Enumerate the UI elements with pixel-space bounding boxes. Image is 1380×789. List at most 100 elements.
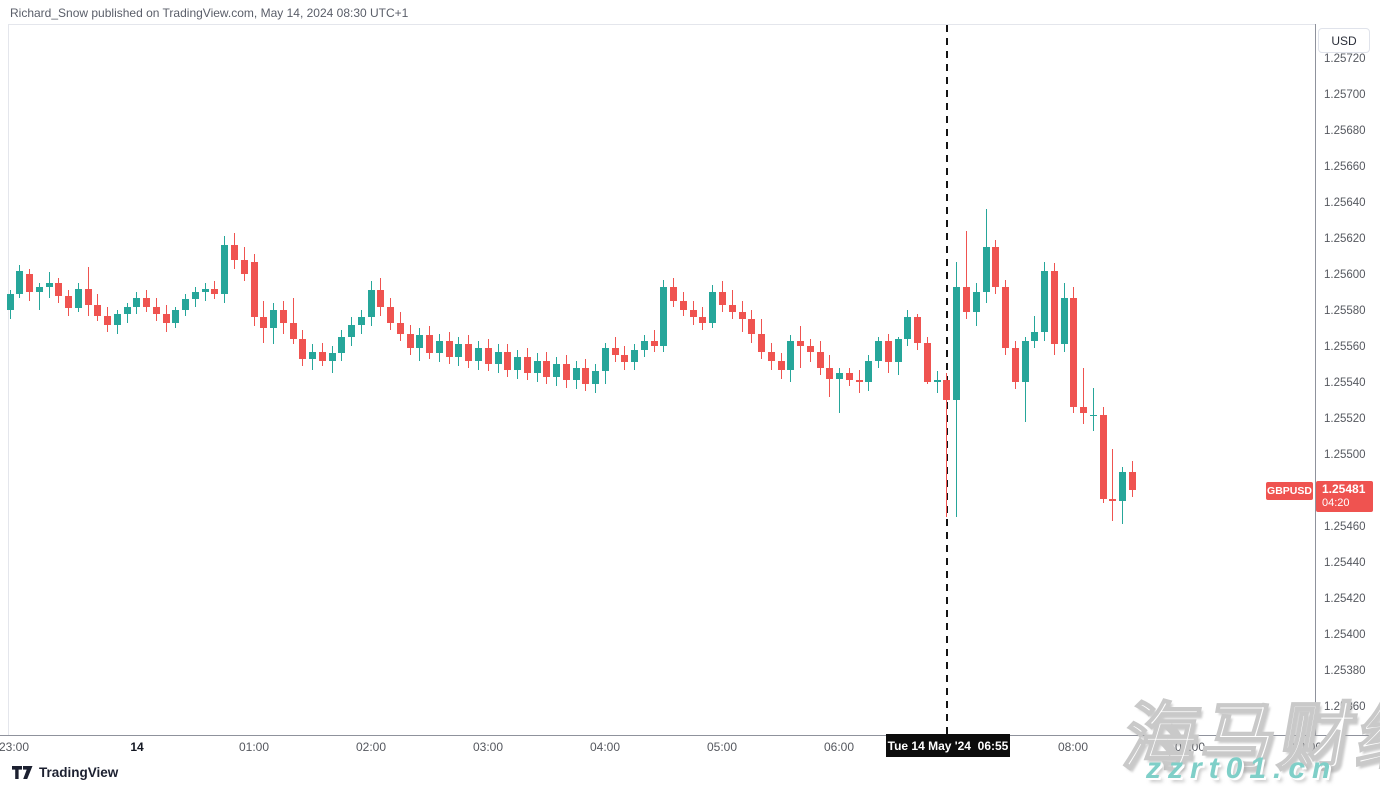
price-axis-tick: 1.25640 [1324,197,1366,209]
candle-body [709,292,717,323]
time-axis-tick: 01:00 [238,740,270,754]
candle-body [55,283,63,296]
candle-body [1031,331,1039,341]
candle-body [1011,348,1019,383]
time-axis-tick: 04:00 [589,740,621,754]
candle-body [16,270,24,294]
candle-body [1089,414,1097,417]
candle-body [435,340,443,354]
price-axis-tick: 1.25500 [1324,449,1366,461]
footer-bar: TradingView [0,757,1380,789]
bar-countdown: 04:20 [1322,497,1350,509]
candle-body [787,340,795,370]
candle-body [660,286,668,347]
candle-body [679,301,687,311]
candle-body [465,344,473,361]
candle-body [211,288,219,294]
candle-body [191,292,199,300]
candle-body [992,247,1000,287]
candle-body [299,339,307,359]
candle-body [738,312,746,320]
candle-body [650,340,658,347]
candle-body [35,286,43,293]
attribution-text: Richard_Snow published on TradingView.co… [10,6,409,20]
candle-body [914,317,922,343]
candle-wick [1112,448,1114,521]
time-axis-tick: 09:00 [1174,740,1206,754]
chart-frame [8,24,1315,735]
candle-body [816,351,824,368]
candle-body [592,371,600,384]
candle-body [621,355,629,363]
price-axis[interactable]: 1.25720 1.25700 1.25680 1.25660 1.25640 1.256… [1315,24,1380,735]
candle-body [484,348,492,365]
candle-wick [936,371,938,393]
candle-body [230,245,238,260]
candle-body [182,299,190,311]
candle-body [904,317,912,339]
candle-body [533,360,541,374]
candle-body [1109,499,1117,501]
candle-body [865,360,873,383]
candle-body [631,349,639,363]
candle-body [855,380,863,383]
price-axis-tick: 1.25360 [1324,701,1366,713]
candle-body [348,324,356,338]
candle-wick [1034,315,1036,348]
candle-body [640,340,648,350]
candle-body [426,335,434,354]
price-axis-tick: 1.25400 [1324,629,1366,641]
candle-body [797,340,805,347]
time-axis-tick: 23:00 [0,740,30,754]
candle-body [514,357,522,370]
candle-body [845,373,853,381]
candle-body [104,315,112,325]
candle-body [748,319,756,334]
price-axis-tick: 1.25460 [1324,521,1366,533]
candle-body [777,360,785,370]
candle-body [826,367,834,379]
candle-body [387,306,395,323]
candle-body [728,304,736,312]
candle-wick [946,373,948,518]
candle-body [309,351,317,359]
time-axis-tick: 03:00 [472,740,504,754]
candle-body [94,304,102,316]
candle-wick [1083,367,1085,424]
candle-body [406,333,414,348]
time-axis[interactable]: Tue 14 May '24 06:55 23:00 14 01:00 02:00 03… [0,734,1380,758]
candle-body [45,283,53,287]
candle-body [767,351,775,361]
candle-body [318,351,326,361]
candle-body [1050,270,1058,345]
price-axis-tick: 1.25600 [1324,269,1366,281]
candle-body [1002,286,1010,348]
currency-toggle-button[interactable]: USD [1318,28,1370,53]
candle-body [572,367,580,381]
price-axis-tick: 1.25440 [1324,557,1366,569]
time-axis-tick: 05:00 [706,740,738,754]
candle-body [933,380,941,383]
price-axis-tick: 1.25420 [1324,593,1366,605]
price-axis-tick: 1.25520 [1324,413,1366,425]
symbol-price-flag: GBPUSD [1266,482,1313,500]
candle-body [74,288,82,309]
tradingview-brand-text: TradingView [39,765,119,780]
candle-body [113,313,121,325]
candle-body [982,247,990,293]
tradingview-logo-link[interactable]: TradingView [12,765,118,780]
last-price-flag[interactable]: 1.25481 04:20 [1316,481,1373,512]
candle-body [494,351,502,365]
candle-body [699,317,707,323]
chart-plot-area[interactable] [0,25,1315,735]
candle-wick [292,297,294,345]
candle-body [670,286,678,302]
price-axis-tick: 1.25540 [1324,377,1366,389]
last-price-value: 1.25481 [1322,482,1366,496]
candle-body [474,348,482,361]
price-axis-tick: 1.25580 [1324,305,1366,317]
candle-body [201,288,209,293]
candle-body [1070,297,1078,408]
candle-body [377,290,385,307]
time-axis-tick: 06:00 [823,740,855,754]
